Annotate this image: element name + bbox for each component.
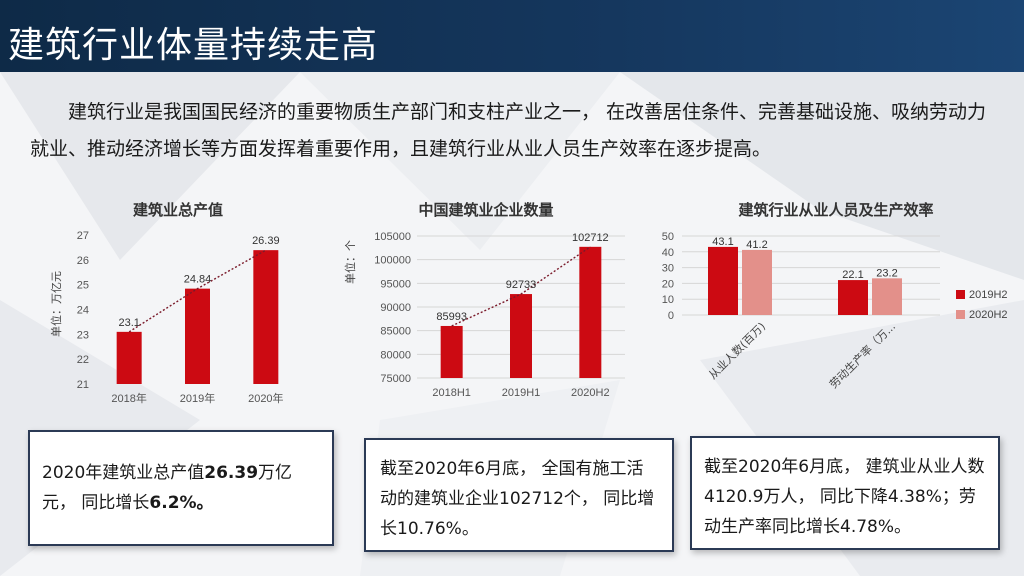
card-text: 截至2020年6月底， 建筑业从业人数4120.9万人， 同比下降4.38%；劳… [704, 457, 985, 537]
card-text: 截至2020年6月底， 全国有施工活动的建筑业企业102712个， 同比增长10… [380, 459, 655, 539]
y-axis-label: 单位：个 [343, 240, 357, 284]
x-tick-label: 2019年 [180, 391, 215, 405]
chart-title: 中国建筑业企业数量 [418, 201, 553, 219]
data-label: 85993 [436, 311, 467, 323]
bar [510, 294, 532, 378]
y-axis-label: 单位：万亿元 [49, 271, 63, 337]
card-highlight-value: 26.39 [204, 463, 259, 483]
y-tick-label: 21 [77, 379, 89, 391]
y-tick-label: 90000 [380, 302, 411, 314]
data-label: 43.1 [712, 236, 733, 248]
page-title: 建筑行业体量持续走高 [8, 25, 379, 66]
bar [742, 249, 772, 315]
x-tick-label: 2018年 [111, 391, 146, 405]
bar [116, 331, 142, 384]
chart-workforce-productivity: 建筑行业从业人员及生产效率 50 40 30 20 10 0 43.1 22.1 41.2 23.… [662, 201, 1008, 391]
y-tick-label: 22 [77, 354, 89, 366]
bar [838, 280, 868, 315]
x-tick-label: 2020H2 [571, 387, 610, 399]
bar [708, 246, 738, 315]
y-tick-label: 105000 [374, 231, 411, 243]
y-tick-label: 0 [668, 310, 674, 322]
data-label: 92733 [506, 279, 537, 291]
chart-enterprise-count: 中国建筑业企业数量 单位：个 105000 100000 95000 90000 850… [343, 201, 625, 399]
chart-title: 建筑行业从业人员及生产效率 [738, 201, 933, 219]
card-highlight-rate: 6.2%。 [149, 493, 214, 513]
bar [253, 250, 279, 384]
y-tick-label: 75000 [380, 373, 411, 385]
intro-paragraph: 建筑行业是我国国民经济的重要物质生产部门和支柱产业之一， 在改善居住条件、完善基… [30, 101, 987, 160]
y-tick-label: 30 [662, 263, 674, 275]
y-tick-label: 24 [77, 305, 89, 317]
data-label: 26.39 [252, 235, 280, 247]
y-tick-label: 27 [77, 230, 89, 242]
data-label: 41.2 [746, 239, 767, 251]
data-label: 23.1 [118, 317, 139, 329]
y-tick-label: 20 [662, 278, 674, 290]
y-tick-label: 50 [662, 231, 674, 243]
bar [872, 278, 902, 315]
x-tick-label: 2018H1 [432, 387, 471, 399]
title-bar: 建筑行业体量持续走高 [0, 0, 1024, 72]
data-label: 102712 [572, 232, 609, 244]
legend-swatch [956, 290, 965, 299]
trend-line [128, 249, 267, 333]
data-label: 24.84 [184, 274, 212, 286]
y-tick-label: 23 [77, 329, 89, 341]
trend-line [451, 246, 591, 327]
chart-title: 建筑业总产值 [133, 201, 223, 219]
x-tick-label: 2019H1 [502, 387, 541, 399]
x-tick-label: 劳动生产率（万... [826, 319, 898, 391]
bar [440, 325, 463, 378]
bar [579, 246, 602, 378]
card-text: 万亿元， 同比增长 [42, 463, 293, 513]
y-tick-label: 95000 [380, 278, 411, 290]
legend-swatch [956, 310, 965, 319]
legend-label: 2020H2 [969, 309, 1008, 321]
data-label: 23.2 [876, 267, 897, 279]
y-tick-label: 26 [77, 255, 89, 267]
y-tick-label: 10 [662, 294, 674, 306]
x-tick-label: 2020年 [248, 391, 283, 405]
y-tick-label: 40 [662, 247, 674, 259]
bar [185, 288, 210, 384]
y-tick-label: 100000 [374, 255, 411, 267]
card-text: 2020年建筑业总产值 [42, 463, 205, 483]
summary-card-workforce: 截至2020年6月底， 建筑业从业人数4120.9万人， 同比下降4.38%；劳… [690, 436, 1000, 550]
x-tick-label: 从业人数(百万) [706, 320, 768, 382]
summary-card-enterprises: 截至2020年6月底， 全国有施工活动的建筑业企业102712个， 同比增长10… [364, 438, 674, 552]
chart-total-output: 建筑业总产值 单位：万亿元 27 26 25 24 23 22 21 23.1 24.84 26.… [49, 201, 284, 405]
data-label: 22.1 [842, 269, 863, 281]
legend-label: 2019H2 [969, 289, 1008, 301]
summary-card-output: 2020年建筑业总产值26.39万亿元， 同比增长6.2%。 [28, 430, 334, 546]
y-tick-label: 85000 [380, 326, 411, 338]
y-tick-label: 80000 [380, 349, 411, 361]
y-tick-label: 25 [77, 280, 89, 292]
